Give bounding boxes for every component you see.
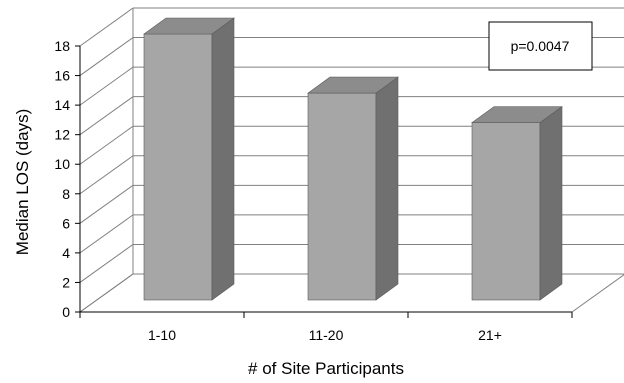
bar xyxy=(471,122,541,301)
annotation-frame xyxy=(488,21,593,71)
bar xyxy=(143,33,213,301)
y-tick-label: 6 xyxy=(62,215,70,231)
bar-side xyxy=(539,106,563,301)
gridline-diagonal xyxy=(79,214,134,254)
bar-side xyxy=(211,17,235,301)
x-tick-label: 1-10 xyxy=(148,327,176,343)
y-tick-label: 18 xyxy=(54,38,70,54)
y-tick-label: 4 xyxy=(62,245,70,261)
annotation-box: p=0.0047 xyxy=(488,21,593,71)
bar-top xyxy=(307,76,399,94)
bar-side xyxy=(375,76,399,301)
gridline-diagonal xyxy=(79,7,134,47)
bar-group xyxy=(307,76,399,301)
x-axis-label: # of Site Participants xyxy=(248,359,404,378)
bar xyxy=(307,92,377,301)
bar-group xyxy=(471,106,563,301)
bar-group xyxy=(143,17,235,301)
y-tick-label: 8 xyxy=(62,186,70,202)
y-tick-label: 2 xyxy=(62,274,70,290)
y-axis-label: Median LOS (days) xyxy=(13,109,32,255)
gridline-diagonal xyxy=(79,125,134,165)
gridline-diagonal xyxy=(79,37,134,76)
y-tick-label: 10 xyxy=(54,156,70,172)
gridline-diagonal xyxy=(79,96,134,136)
y-tick-label: 12 xyxy=(54,127,70,143)
bar-top xyxy=(471,106,563,123)
y-tick-label: 0 xyxy=(62,304,70,320)
x-tick-labels: 1-10 11-20 21+ xyxy=(148,327,502,343)
y-tick-label: 14 xyxy=(54,97,70,113)
bar-top xyxy=(143,17,235,35)
x-tick-label: 21+ xyxy=(478,327,502,343)
gridline-diagonal xyxy=(79,273,134,313)
gridline-diagonal xyxy=(79,244,134,283)
bars xyxy=(143,17,563,301)
x-tick-label: 11-20 xyxy=(309,327,344,343)
p-value-annotation: p=0.0047 xyxy=(511,38,570,54)
axes xyxy=(75,45,573,318)
gridline-diagonal xyxy=(79,66,134,106)
gridline-diagonal xyxy=(79,184,134,224)
gridline-diagonal xyxy=(79,155,134,195)
y-tick-label: 16 xyxy=(54,68,70,84)
y-tick-labels: 0 2 4 6 8 10 12 14 16 18 xyxy=(54,38,70,320)
